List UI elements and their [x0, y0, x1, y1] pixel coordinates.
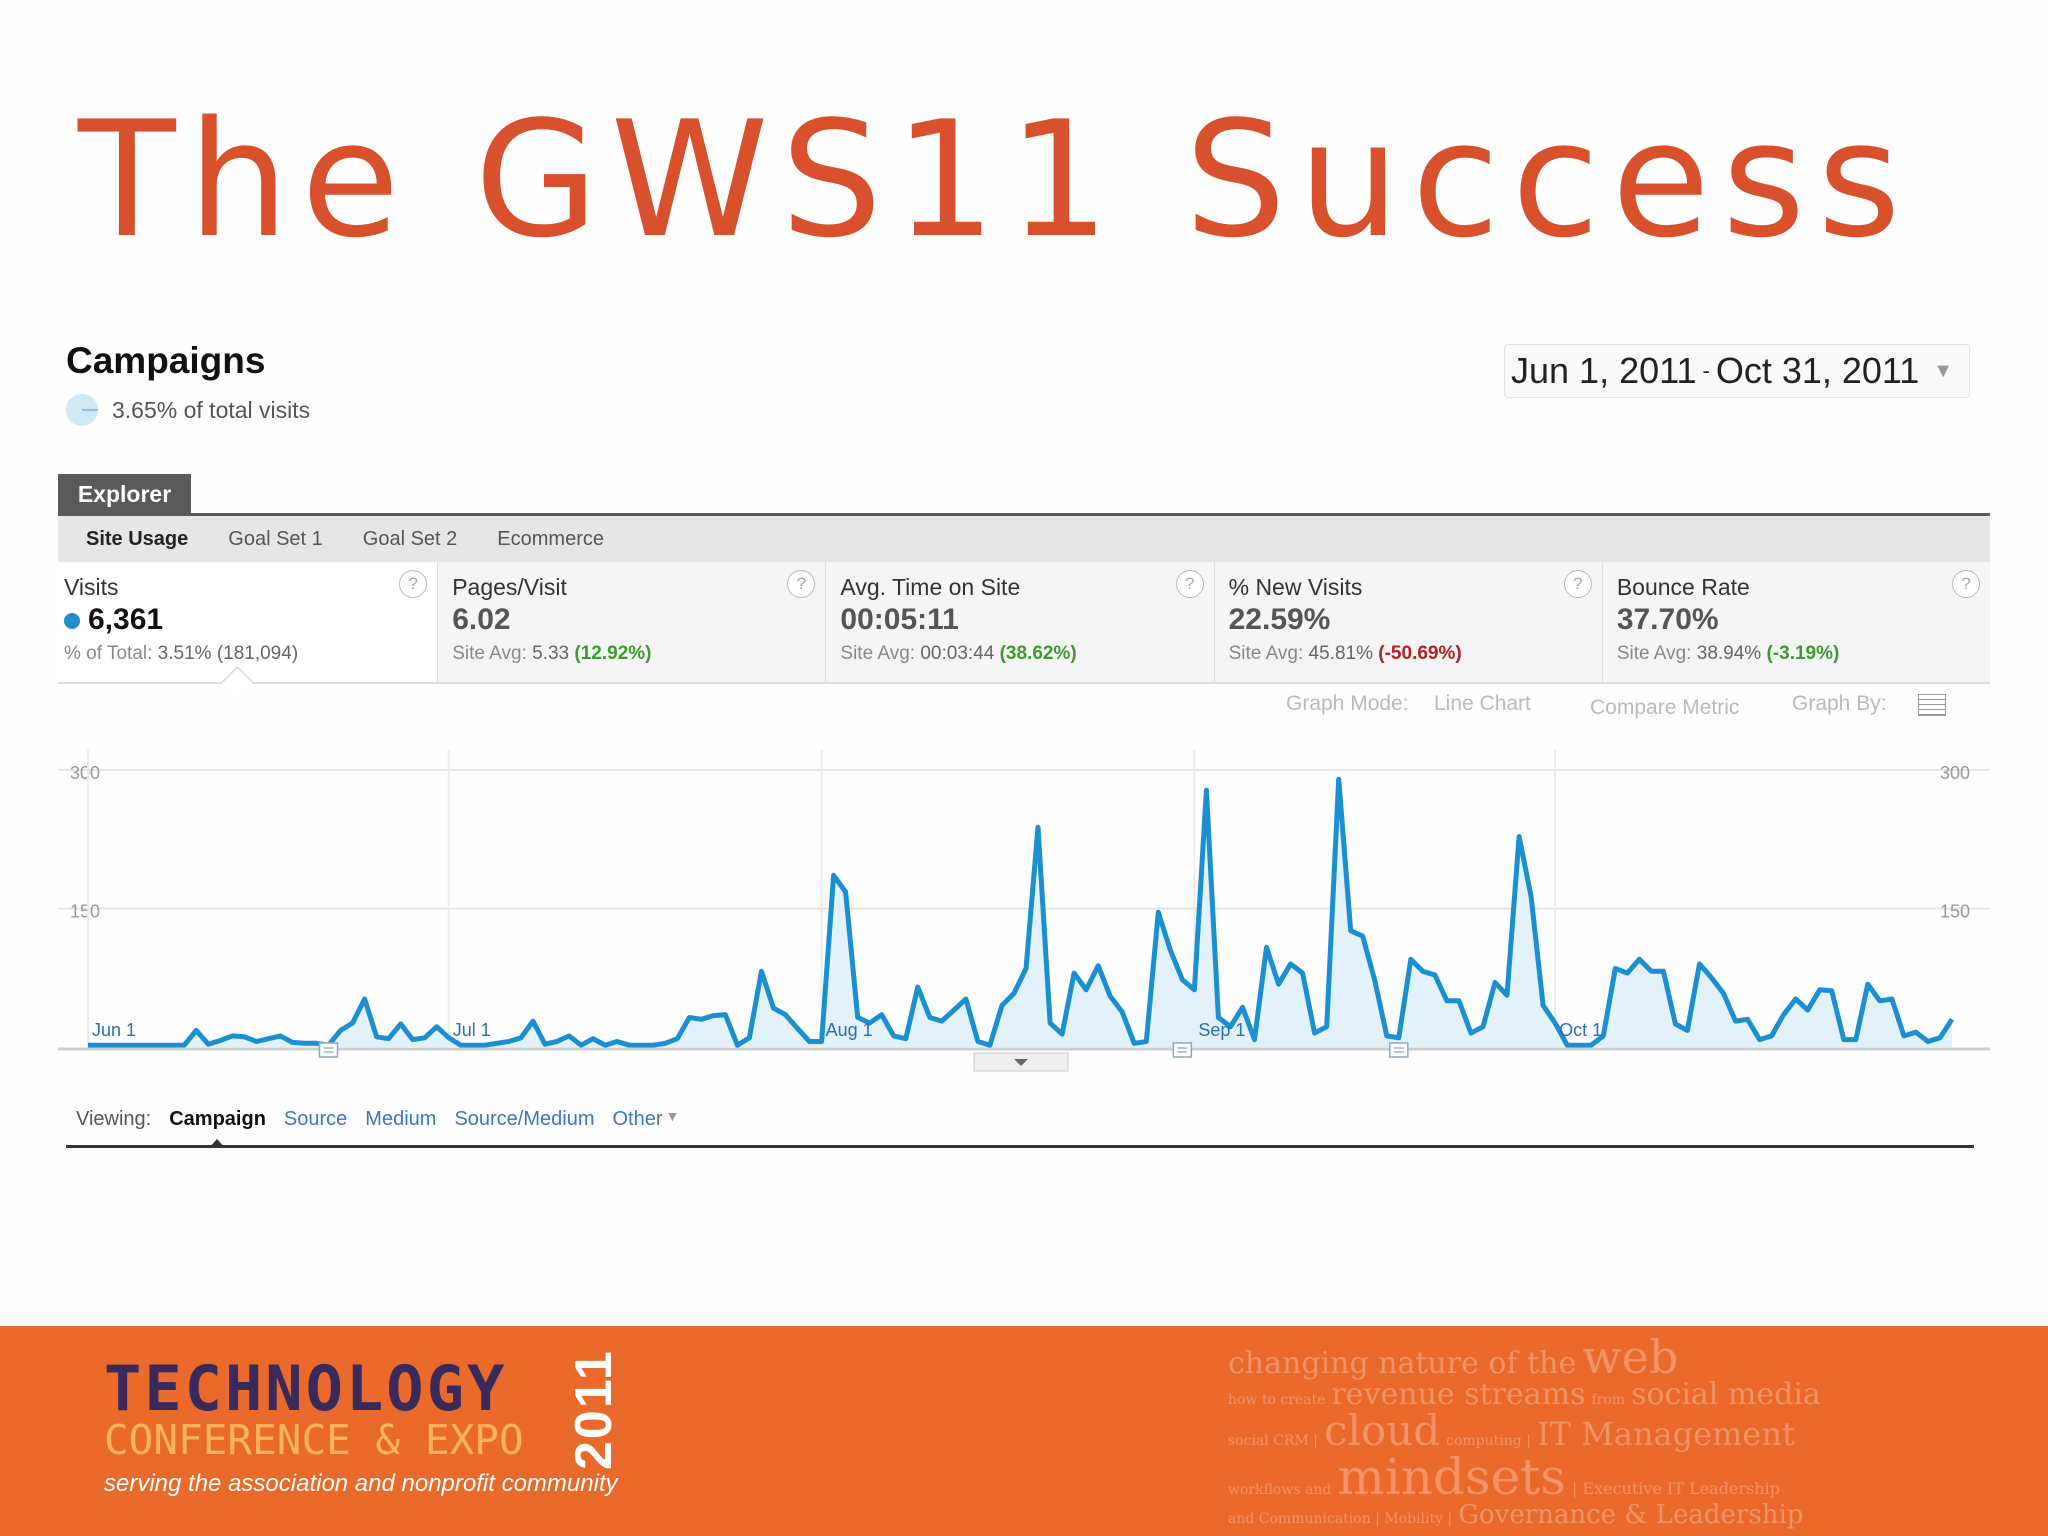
x-tick-label: Jul 1	[453, 1020, 491, 1040]
metric-value: 6,361	[64, 603, 437, 637]
help-icon[interactable]: ?	[787, 570, 816, 598]
report-header: Campaigns 3.65% of total visits	[66, 340, 310, 426]
report-title: Campaigns	[66, 340, 266, 381]
y-tick-label-left: 300	[70, 763, 100, 783]
logo-line2: CONFERENCE & EXPO	[104, 1416, 524, 1464]
tagcloud-term: social CRM |	[1228, 1433, 1318, 1449]
metric-label: Visits	[64, 574, 119, 600]
chevron-down-icon: ▼	[1933, 359, 1954, 382]
metric-scorecard: Visits 6,361 % of Total: 3.51% (181,094)…	[58, 562, 1991, 699]
date-range-picker[interactable]: Jun 1, 2011 - Oct 31, 2011 ▼	[1504, 344, 1970, 398]
graph-by-list-icon[interactable]	[1918, 694, 1946, 716]
metric-avg: Site Avg: 5.33 (12.92%)	[452, 643, 652, 664]
metric-value: 22.59%	[1228, 603, 1331, 636]
visits-chart: 300 300 150 150 Jun 1 Jul 1 Aug 1 Sep 1 Oct 1	[58, 750, 1990, 1072]
tagcloud-term: how to create	[1228, 1392, 1326, 1408]
graph-by-label: Graph By:	[1792, 692, 1887, 715]
logo-tagline: serving the association and nonprofit co…	[104, 1470, 618, 1497]
metric-label: Avg. Time on Site	[840, 574, 1021, 600]
metric-new-visits[interactable]: % New Visits 22.59% Site Avg: 45.81% (-5…	[1213, 562, 1602, 682]
tab-explorer[interactable]: Explorer	[58, 474, 191, 514]
report-share: 3.65% of total visits	[66, 394, 310, 426]
x-tick-label: Jun 1	[92, 1020, 136, 1040]
metric-avg: Site Avg: 45.81% (-50.69%)	[1228, 643, 1462, 664]
y-tick-label-right: 300	[1940, 763, 1970, 783]
metric-label: Pages/Visit	[452, 574, 567, 600]
metric-avg: Site Avg: 00:03:44 (38.62%)	[840, 643, 1077, 664]
date-separator: -	[1702, 358, 1710, 383]
metric-label: % New Visits	[1228, 574, 1363, 600]
metric-value: 6.02	[452, 603, 511, 636]
subtab-goal-set-1[interactable]: Goal Set 1	[228, 528, 323, 550]
viewing-other-link[interactable]: Other	[612, 1108, 663, 1130]
viewing-bar: Viewing: Campaign Source Medium Source/M…	[66, 1104, 1974, 1148]
tagcloud-term: social media	[1631, 1377, 1821, 1412]
selected-pointer	[221, 666, 254, 699]
x-tick-label: Oct 1	[1559, 1020, 1602, 1040]
subtab-ecommerce[interactable]: Ecommerce	[497, 528, 604, 550]
subtab-site-usage[interactable]: Site Usage	[86, 528, 189, 550]
tagcloud-term: mindsets	[1337, 1448, 1566, 1506]
tagcloud-term: workflows and	[1228, 1482, 1332, 1498]
date-start: Jun 1, 2011	[1511, 350, 1697, 391]
metric-bounce-rate[interactable]: Bounce Rate 37.70% Site Avg: 38.94% (-3.…	[1601, 562, 1991, 682]
y-tick-label-left: 150	[70, 902, 100, 922]
help-icon[interactable]: ?	[1175, 570, 1204, 598]
tagcloud-term: changing nature of the	[1228, 1346, 1577, 1381]
pie-chart-icon	[66, 394, 98, 426]
viewing-medium-link[interactable]: Medium	[365, 1108, 437, 1130]
metric-avg: Site Avg: 38.94% (-3.19%)	[1616, 643, 1840, 664]
series-area	[88, 779, 1952, 1047]
graph-mode-select[interactable]: Line Chart	[1434, 692, 1531, 715]
annotation-icon	[318, 1042, 339, 1058]
metric-avg-time-on-site[interactable]: Avg. Time on Site 00:05:11 Site Avg: 00:…	[825, 562, 1214, 682]
tagcloud-term: Governance & Leadership	[1458, 1500, 1804, 1530]
metric-label: Bounce Rate	[1616, 574, 1750, 600]
tagcloud-term: computing |	[1446, 1433, 1531, 1449]
graph-controls: Graph Mode: Line Chart Compare Metric Gr…	[1286, 692, 1986, 722]
tagcloud-term: IT Management	[1536, 1415, 1795, 1453]
viewing-source-link[interactable]: Source	[283, 1108, 348, 1130]
tag-cloud: changing nature of the web how to create r…	[1228, 1334, 1928, 1534]
compare-metric-link[interactable]: Compare Metric	[1590, 696, 1740, 719]
slide-title: The GWS11 Success	[78, 86, 1913, 273]
x-tick-label: Aug 1	[826, 1020, 873, 1040]
annotation-icon	[1389, 1042, 1409, 1058]
tagcloud-term: cloud	[1323, 1406, 1441, 1455]
metric-pages-per-visit[interactable]: Pages/Visit 6.02 Site Avg: 5.33 (12.92%)…	[437, 562, 826, 682]
series-line	[88, 776, 1955, 1048]
metric-visits[interactable]: Visits 6,361 % of Total: 3.51% (181,094)…	[58, 562, 438, 699]
series-dot-icon	[64, 613, 80, 629]
conference-logo: TECHNOLOGY CONFERENCE & EXPO serving the…	[104, 1349, 624, 1502]
help-icon[interactable]: ?	[1952, 570, 1981, 598]
help-icon[interactable]: ?	[399, 570, 428, 598]
tagcloud-term: from	[1591, 1392, 1626, 1408]
subtab-goal-set-2[interactable]: Goal Set 2	[362, 528, 458, 550]
graph-mode-label: Graph Mode:	[1286, 692, 1409, 715]
y-tick-label-right: 150	[1940, 902, 1970, 922]
chevron-down-icon	[1014, 1059, 1028, 1066]
logo-line1: TECHNOLOGY	[104, 1352, 508, 1425]
tagcloud-term: revenue streams	[1331, 1377, 1586, 1412]
help-icon[interactable]: ?	[1563, 570, 1592, 598]
viewing-source-medium-link[interactable]: Source/Medium	[454, 1108, 595, 1130]
tagcloud-term: web	[1582, 1330, 1679, 1384]
viewing-campaign[interactable]: Campaign	[169, 1108, 266, 1148]
x-tick-label: Sep 1	[1198, 1020, 1245, 1040]
metric-value: 00:05:11	[840, 603, 959, 636]
viewing-label: Viewing:	[76, 1108, 152, 1130]
metric-avg: % of Total: 3.51% (181,094)	[64, 643, 299, 664]
report-share-text: 3.65% of total visits	[112, 396, 311, 423]
annotation-icon	[1172, 1042, 1193, 1058]
subtab-bar: Site Usage Goal Set 1 Goal Set 2 Ecommer…	[58, 513, 1990, 563]
date-end: Oct 31, 2011	[1715, 350, 1920, 391]
chevron-down-icon: ▼	[665, 1108, 680, 1124]
tagcloud-term: | Executive IT Leadership	[1571, 1479, 1780, 1498]
tagcloud-term: and Communication | Mobility |	[1228, 1511, 1453, 1527]
logo-year: 2011	[565, 1349, 623, 1470]
footer-banner: TECHNOLOGY CONFERENCE & EXPO serving the…	[0, 1326, 2048, 1536]
metric-value: 37.70%	[1616, 603, 1719, 636]
